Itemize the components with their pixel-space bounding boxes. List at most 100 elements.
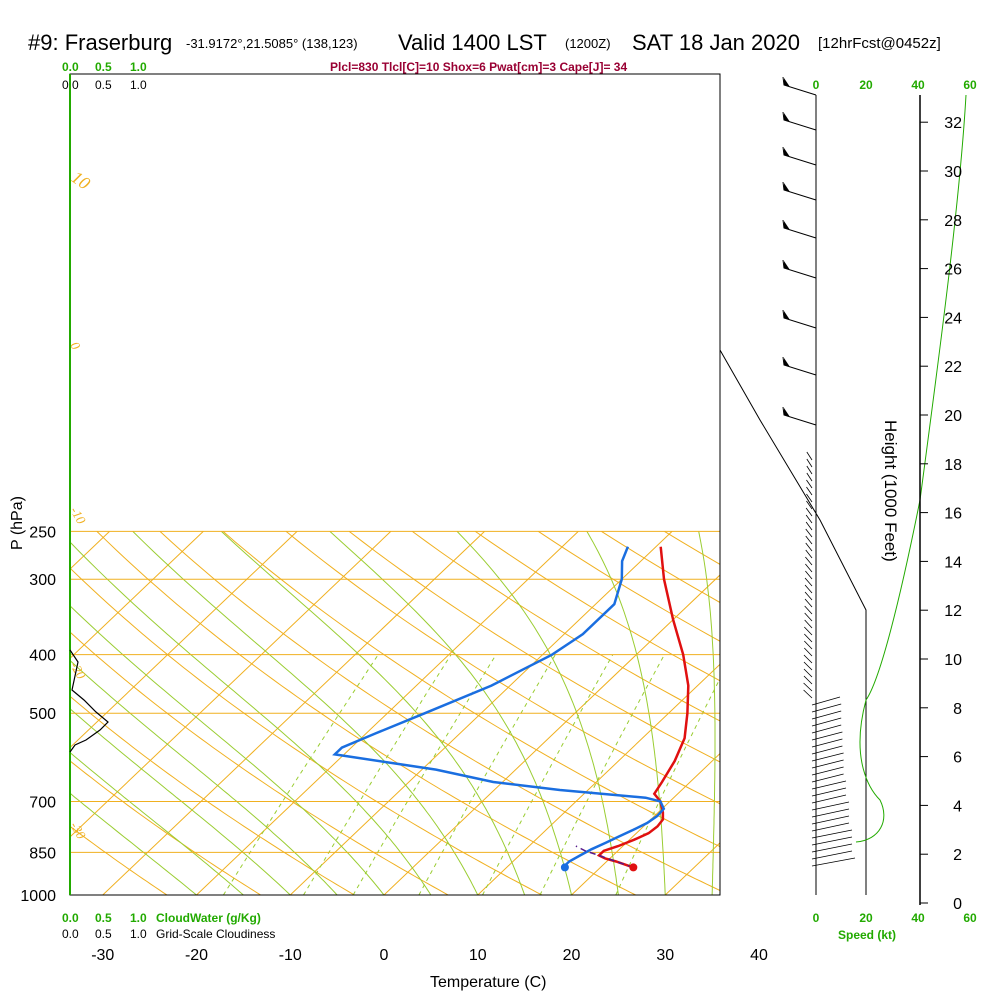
wind-barb-flag [784, 78, 790, 87]
forecast-run: [12hrFcst@0452z] [818, 35, 941, 52]
cloudwater-tick-bottom-2: 1.0 [130, 911, 147, 925]
dry-adiabat [70, 631, 449, 895]
wind-barb [811, 703, 842, 713]
isotherm-line [759, 531, 1000, 895]
wind-barb [811, 843, 853, 853]
isotherm-line [571, 752, 720, 895]
cloudwater-tick-bottom-0: 0.0 [62, 911, 79, 925]
height-tick-label: 20 [944, 408, 962, 425]
wind-barb [811, 745, 843, 755]
cloudiness-tick-bottom-1: 0.5 [95, 927, 112, 941]
height-tick-label: 22 [944, 359, 962, 376]
wind-barb-flag [784, 408, 790, 417]
mixing-ratio-label: 12 [538, 897, 558, 916]
speed-tick-bottom: 0 [813, 911, 820, 925]
moist-adiabat [70, 792, 197, 895]
cloudiness-tick-bottom-2: 1.0 [130, 927, 147, 941]
speed-axis-title: Speed (kt) [838, 928, 896, 942]
wind-barb [811, 696, 841, 706]
height-tick-label: 6 [953, 750, 962, 767]
height-tick-label: 16 [944, 506, 962, 523]
wind-barb [811, 710, 842, 720]
temperature-tick-label: -10 [279, 947, 302, 964]
temperature-tick-label: -20 [185, 947, 208, 964]
wind-barb-flag [784, 148, 790, 157]
wind-barb [811, 808, 850, 818]
wind-speed-profile [855, 94, 967, 843]
temperature-tick-label: 20 [563, 947, 581, 964]
moist-adiabat [586, 531, 666, 895]
dry-adiabat [348, 531, 720, 763]
cloudiness-tick-1: 0.5 [95, 78, 112, 92]
cloudiness-profile [69, 649, 109, 753]
wind-barb [811, 822, 850, 832]
cloud-axis-top: 0.0 0.5 1.0 0.0 0.5 1.0 [62, 60, 147, 92]
pressure-tick-label: 700 [29, 794, 56, 811]
moist-adiabat [759, 531, 789, 895]
temperature-tick-label: -30 [91, 947, 114, 964]
y-axis-title: P (hPa) [9, 496, 26, 550]
moist-adiabat [132, 531, 479, 895]
cloudwater-tick-0: 0.0 [62, 60, 79, 74]
wind-barb [806, 465, 813, 475]
wind-panel-edge [719, 349, 867, 895]
adiabat-label: 20 [787, 451, 814, 477]
wind-barb [811, 717, 842, 727]
wind-barb [811, 787, 847, 797]
height-tick-label: 0 [953, 896, 962, 913]
wind-barb [811, 752, 844, 762]
wind-barb [803, 682, 813, 692]
mixing-ratio-label: 20 [614, 897, 634, 916]
wind-barb [811, 801, 850, 811]
pressure-tick-label: 250 [29, 524, 56, 541]
speed-tick-bottom: 20 [859, 911, 873, 925]
wind-barb [811, 766, 844, 776]
height-tick-label: 26 [944, 262, 962, 279]
wind-barb [805, 549, 813, 559]
plot-frame [69, 73, 867, 896]
height-tick-label: 14 [944, 554, 962, 571]
wind-barb [811, 850, 853, 860]
temperature-tick-label: 10 [469, 947, 487, 964]
temperature-tick-label: 0 [380, 947, 389, 964]
cloudwater-tick-bottom-1: 0.5 [95, 911, 112, 925]
temperature-tick-label: 40 [750, 947, 768, 964]
profile-lines [332, 546, 690, 872]
wind-barb [805, 507, 813, 517]
height-tick-label: 28 [944, 213, 962, 230]
dry-adiabat [285, 531, 720, 805]
cloudiness-tick-2: 1.0 [130, 78, 147, 92]
wind-barb [804, 647, 813, 657]
cloudwater-label: CloudWater (g/Kg) [156, 911, 261, 925]
speed-tick-top: 20 [859, 78, 873, 92]
pressure-tick-label: 500 [29, 706, 56, 723]
pressure-tick-label: 1000 [20, 888, 56, 905]
height-tick-label: 2 [953, 847, 962, 864]
wind-barb [811, 794, 847, 804]
pressure-tick-label: 300 [29, 572, 56, 589]
speed-tick-top: 40 [911, 78, 925, 92]
mixing-ratio-label: 3 [353, 903, 370, 917]
dry-adiabat [70, 825, 168, 895]
height-axis-title: Height (1000 Feet) [881, 420, 900, 562]
wind-barb [806, 451, 813, 461]
wind-barb [804, 591, 813, 601]
moist-adiabat [698, 531, 716, 895]
dry-adiabat [854, 531, 1000, 895]
dry-adiabat [538, 530, 720, 642]
dry-adiabat [475, 530, 720, 682]
cloud-axis-bottom: 0.0 0.5 1.0 CloudWater (g/Kg) 0.0 0.5 1.… [62, 911, 275, 941]
mixing-ratio-line [222, 654, 379, 895]
dry-adiabat [96, 531, 636, 895]
temperature-tick-label: 30 [656, 947, 674, 964]
sounding-indices: Plcl=830 Tlcl[C]=10 Shox=6 Pwat[cm]=3 Ca… [330, 60, 627, 74]
height-tick-label: 4 [953, 798, 962, 815]
wind-barb [803, 654, 813, 664]
wind-barb-flag [784, 183, 790, 192]
mixing-ratio-label: 2 [302, 903, 318, 917]
dry-adiabat [412, 530, 720, 722]
wind-barb [803, 675, 813, 685]
pressure-tick-label: 400 [29, 648, 56, 665]
speed-tick-bottom: 40 [911, 911, 925, 925]
